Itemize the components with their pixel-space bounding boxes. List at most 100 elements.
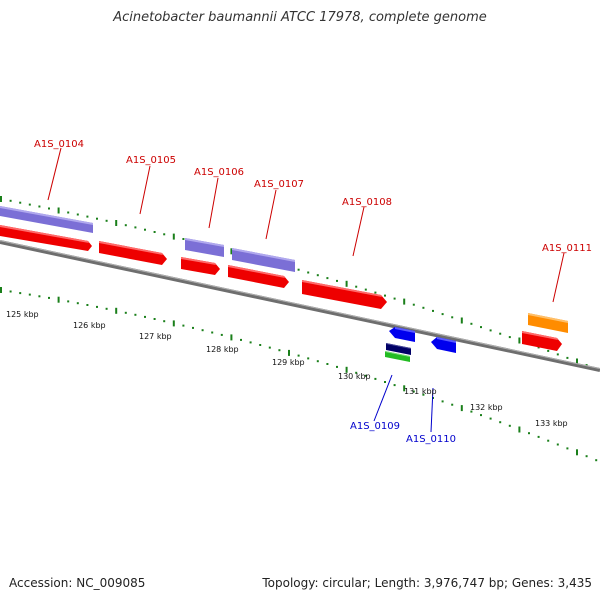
minor-tick	[470, 322, 473, 325]
minor-tick	[547, 439, 550, 442]
minor-tick	[96, 305, 98, 308]
minor-tick	[48, 207, 50, 210]
ruler-label: 128 kbp	[206, 345, 239, 354]
minor-tick	[9, 199, 12, 202]
minor-tick	[38, 295, 41, 298]
minor-tick	[297, 268, 300, 271]
major-tick	[230, 334, 233, 341]
cds-arrow-A1S_0106[interactable]	[181, 257, 220, 275]
minor-tick	[211, 331, 214, 334]
gene-label-A1S_0104[interactable]: A1S_0104	[34, 139, 84, 150]
cds-feature-A1S_0111-upper[interactable]	[528, 313, 568, 333]
cds-arrow-A1S_0107[interactable]	[228, 265, 289, 288]
minor-tick	[86, 215, 89, 218]
gene-label-A1S_0110[interactable]: A1S_0110	[406, 434, 456, 445]
minor-tick	[556, 353, 559, 356]
minor-tick	[134, 313, 137, 316]
minor-tick	[422, 393, 425, 396]
cds-arrow-A1S_0104[interactable]	[0, 225, 92, 251]
ruler-label: 131 kbp	[404, 387, 437, 396]
minor-tick	[19, 201, 22, 204]
cds-arrow-A1S_0111[interactable]	[522, 331, 562, 351]
ruler-label: 129 kbp	[272, 358, 305, 367]
minor-tick	[508, 424, 511, 427]
minor-tick	[585, 455, 588, 458]
minor-tick	[144, 228, 146, 231]
minor-tick	[489, 417, 492, 420]
gene-label-A1S_0107[interactable]: A1S_0107	[254, 179, 304, 190]
major-tick	[172, 233, 175, 240]
minor-tick	[595, 459, 598, 462]
minor-tick	[124, 311, 127, 314]
genome-summary-text: Topology: circular; Length: 3,976,747 bp…	[262, 576, 592, 590]
cds-feature-A1S_0107-upper[interactable]	[232, 248, 295, 272]
minor-tick	[124, 224, 127, 227]
minor-tick	[355, 285, 358, 288]
minor-tick	[393, 384, 396, 387]
cds-feature-A1S_0104-upper[interactable]	[0, 206, 93, 233]
minor-tick	[307, 271, 310, 274]
genome-backbone-highlight	[0, 240, 600, 370]
minor-tick	[364, 374, 367, 377]
minor-tick	[441, 400, 444, 403]
cds-feature-A1S_0106-upper[interactable]	[185, 238, 224, 257]
minor-tick	[451, 316, 454, 319]
ruler-label: 125 kbp	[6, 310, 39, 319]
major-tick	[345, 366, 348, 373]
cds-arrow-A1S_0110[interactable]	[431, 337, 456, 353]
cds-arrow-A1S_0108[interactable]	[302, 280, 387, 309]
minor-tick	[105, 307, 108, 310]
major-tick	[576, 358, 578, 365]
gene-label-A1S_0109[interactable]: A1S_0109	[350, 421, 400, 432]
minor-tick	[67, 211, 70, 214]
callout-lines	[47, 147, 565, 433]
minor-tick	[163, 233, 166, 236]
cds-feature-A1S_0109-green[interactable]	[385, 351, 410, 362]
major-tick	[518, 426, 521, 433]
minor-tick	[374, 377, 377, 380]
minor-tick	[297, 354, 300, 357]
minor-tick	[384, 294, 386, 297]
minor-tick	[374, 291, 377, 294]
major-tick	[0, 196, 2, 202]
gene-label-A1S_0108[interactable]: A1S_0108	[342, 197, 392, 208]
ruler-label: 132 kbp	[470, 403, 503, 412]
cds-arrow-A1S_0109[interactable]	[389, 327, 415, 342]
major-tick	[115, 307, 118, 314]
minor-tick	[28, 203, 31, 206]
minor-tick	[537, 346, 540, 349]
minor-tick	[19, 292, 22, 295]
cds-arrow-A1S_0105[interactable]	[99, 241, 167, 265]
minor-tick	[480, 414, 482, 417]
minor-tick	[48, 296, 50, 299]
minor-tick	[412, 303, 415, 306]
minor-tick	[384, 381, 386, 383]
minor-tick	[566, 356, 569, 359]
minor-tick	[566, 447, 569, 450]
minor-tick	[76, 302, 79, 305]
minor-tick	[259, 344, 262, 346]
major-tick	[172, 320, 175, 327]
minor-tick	[336, 279, 338, 282]
minor-tick	[556, 443, 559, 446]
gene-label-A1S_0111[interactable]: A1S_0111	[542, 243, 592, 254]
minor-tick	[163, 320, 166, 323]
major-tick	[57, 296, 60, 303]
minor-tick	[268, 346, 271, 349]
gene-label-A1S_0105[interactable]: A1S_0105	[126, 155, 176, 166]
major-tick	[57, 207, 60, 214]
minor-tick	[28, 293, 31, 296]
minor-tick	[153, 318, 156, 320]
minor-tick	[412, 390, 415, 393]
minor-tick	[508, 336, 511, 339]
minor-tick	[182, 238, 185, 240]
major-tick	[460, 317, 463, 324]
minor-tick	[307, 357, 310, 360]
minor-tick	[499, 332, 502, 335]
minor-tick	[182, 324, 185, 327]
cds-feature-A1S_0109-navy[interactable]	[386, 343, 411, 355]
major-tick	[576, 449, 578, 456]
gene-label-A1S_0106[interactable]: A1S_0106	[194, 167, 244, 178]
minor-tick	[67, 300, 70, 303]
